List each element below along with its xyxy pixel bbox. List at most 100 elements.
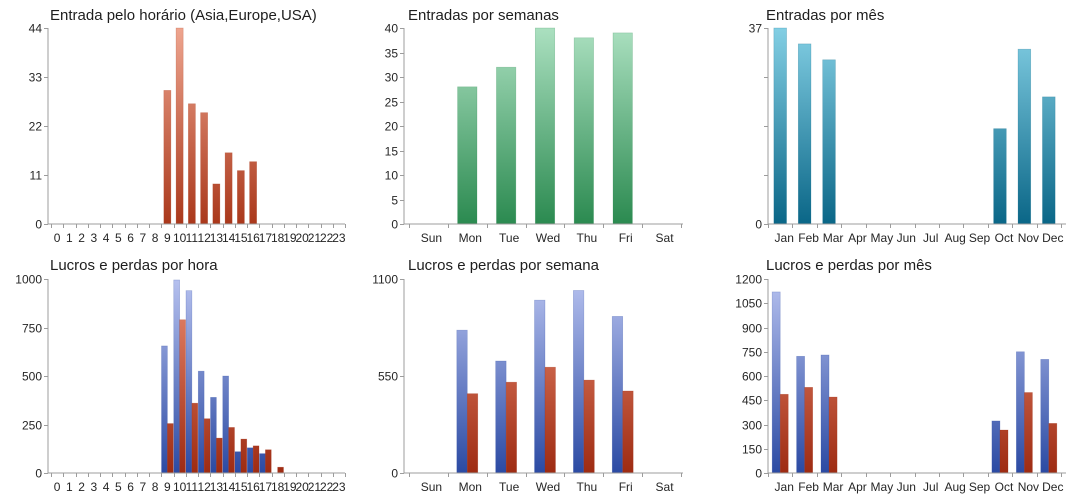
chart-profit-loss-by-weekday-y-tick-label-0: 0 (391, 467, 398, 481)
chart-entries-by-month-x-tick-label-7: Aug (944, 231, 965, 245)
chart-profit-loss-by-weekday: Lucros e perdas por semana 0 550 1100 Sun Mo… (372, 257, 683, 494)
chart-entries-by-hour-bar-series1-11 (188, 103, 196, 225)
chart-title: Lucros e perdas por mês (766, 257, 932, 274)
chart-profit-loss-by-hour-bar-series1-17 (259, 453, 266, 474)
chart-entries-by-weekday-bar-series1-Fri (612, 32, 633, 225)
chart-profit-loss-by-hour-x-tick-label-10: 10 (173, 480, 187, 494)
chart-entries-by-month-bar-series1-Mar (822, 59, 836, 225)
chart-profit-loss-by-month-y-tick-label-1: 150 (742, 443, 762, 457)
chart-entries-by-weekday-y-tick-label-3: 15 (385, 145, 399, 159)
chart-entries-by-hour-x-tick-label-15: 15 (234, 231, 248, 245)
chart-profit-loss-by-month-x-tick-label-10: Nov (1018, 480, 1039, 494)
chart-entries-by-weekday-y-tick-label-2: 10 (385, 169, 399, 183)
chart-profit-loss-by-hour-x-tick-label-5: 5 (115, 480, 122, 494)
chart-profit-loss-by-month-x-tick-label-9: Oct (995, 480, 1014, 494)
chart-entries-by-weekday-bar-series1-Thu (573, 37, 594, 225)
chart-profit-loss-by-weekday-x-tick-label-6: Sat (656, 480, 675, 494)
chart-title: Entrada pelo horário (Asia,Europe,USA) (50, 7, 317, 24)
chart-profit-loss-by-weekday-x-tick-label-4: Thu (577, 480, 598, 494)
chart-profit-loss-by-hour-x-tick-label-14: 14 (222, 480, 236, 494)
chart-profit-loss-by-month-x-tick-label-4: May (871, 480, 894, 494)
chart-entries-by-weekday-y-tick-label-0: 0 (391, 218, 398, 232)
chart-profit-loss-by-weekday-bar-series2-Thu (583, 379, 595, 474)
chart-entries-by-month-y-tick-label-1: 37 (749, 22, 763, 36)
chart-entries-by-weekday-y-tick-label-5: 25 (385, 96, 399, 110)
chart-profit-loss-by-hour-x-tick-label-18: 18 (271, 480, 285, 494)
chart-entries-by-weekday-y-tick-label-6: 30 (385, 71, 399, 85)
chart-profit-loss-by-hour-x-tick-label-20: 20 (295, 480, 309, 494)
chart-profit-loss-by-weekday-y-tick-label-1: 550 (378, 370, 398, 384)
chart-profit-loss-by-month-x-tick-label-8: Sep (969, 480, 991, 494)
chart-profit-loss-by-weekday-bar-series1-Fri (611, 316, 624, 474)
chart-profit-loss-by-weekday-bar-series2-Tue (505, 381, 517, 474)
chart-title: Lucros e perdas por semana (408, 257, 600, 274)
chart-entries-by-hour-y-tick-label-2: 22 (29, 120, 43, 134)
chart-entries-by-hour-x-tick-label-2: 2 (78, 231, 85, 245)
chart-profit-loss-by-hour-y-tick-label-0: 0 (35, 467, 42, 481)
chart-entries-by-month-bar-series1-Dec (1042, 96, 1056, 225)
chart-profit-loss-by-hour-x-tick-label-12: 12 (197, 480, 211, 494)
chart-profit-loss-by-hour-x-tick-label-1: 1 (66, 480, 73, 494)
chart-entries-by-hour-x-tick-label-16: 16 (246, 231, 260, 245)
chart-entries-by-hour-x-tick-label-6: 6 (127, 231, 134, 245)
chart-profit-loss-by-month-bar-series1-Feb (796, 355, 805, 474)
chart-entries-by-month-x-tick-label-0: Jan (775, 231, 794, 245)
chart-profit-loss-by-hour-x-tick-label-3: 3 (91, 480, 98, 494)
chart-entries-by-hour-x-tick-label-7: 7 (140, 231, 147, 245)
chart-entries-by-hour-y-tick-label-3: 33 (29, 71, 43, 85)
chart-profit-loss-by-weekday-bar-series1-Wed (534, 299, 546, 474)
chart-entries-by-hour-bar-series1-16 (249, 161, 257, 225)
chart-profit-loss-by-month-y-tick-label-8: 1200 (735, 273, 762, 287)
chart-profit-loss-by-hour-bar-series2-18 (277, 466, 284, 474)
chart-entries-by-month-x-tick-label-2: Mar (823, 231, 844, 245)
chart-profit-loss-by-hour-bar-series1-15 (234, 451, 242, 474)
chart-entries-by-weekday-x-tick-label-4: Thu (577, 231, 598, 245)
chart-profit-loss-by-month-bar-series2-Feb (804, 387, 813, 474)
chart-profit-loss-by-month-x-tick-label-11: Dec (1042, 480, 1063, 494)
chart-entries-by-hour-bar-series1-13 (212, 183, 221, 225)
chart-profit-loss-by-hour-x-tick-label-15: 15 (234, 480, 248, 494)
chart-profit-loss-by-hour-bar-series1-13 (210, 397, 217, 474)
chart-entries-by-month-x-tick-label-9: Oct (995, 231, 1014, 245)
chart-profit-loss-by-hour-x-tick-label-6: 6 (127, 480, 134, 494)
chart-entries-by-hour-y-tick-label-4: 44 (29, 22, 43, 36)
chart-entries-by-weekday-x-tick-label-0: Sun (421, 231, 442, 245)
chart-profit-loss-by-weekday-bar-series1-Thu (573, 290, 585, 474)
chart-profit-loss-by-month-bar-series2-Oct (999, 429, 1009, 474)
chart-profit-loss-by-month-x-tick-label-3: Apr (848, 480, 867, 494)
chart-profit-loss-by-month-bar-series2-Jan (779, 393, 789, 474)
chart-entries-by-weekday-x-tick-label-3: Wed (536, 231, 560, 245)
chart-profit-loss-by-month-x-tick-label-5: Jun (897, 480, 916, 494)
chart-profit-loss-by-hour-x-tick-label-23: 23 (332, 480, 346, 494)
chart-entries-by-hour-y-tick-label-1: 11 (30, 169, 43, 183)
chart-entries-by-month-x-tick-label-6: Jul (923, 231, 938, 245)
chart-profit-loss-by-month-x-tick-label-2: Mar (823, 480, 844, 494)
chart-entries-by-weekday-y-tick-label-4: 20 (385, 120, 399, 134)
chart-profit-loss-by-hour-x-tick-label-11: 11 (186, 480, 199, 494)
chart-profit-loss-by-weekday-bar-series1-Mon (456, 329, 468, 474)
chart-profit-loss-by-weekday-x-tick-label-2: Tue (499, 480, 520, 494)
chart-profit-loss-by-weekday-x-tick-label-5: Fri (619, 480, 633, 494)
chart-profit-loss-by-weekday-bar-series2-Fri (622, 390, 634, 474)
chart-profit-loss-by-month-x-tick-label-7: Aug (944, 480, 965, 494)
chart-profit-loss-by-weekday-x-tick-label-1: Mon (459, 480, 482, 494)
chart-profit-loss-by-weekday-x-tick-label-0: Sun (421, 480, 442, 494)
chart-profit-loss-by-hour-bar-series1-14 (222, 375, 229, 474)
chart-entries-by-weekday-bar-series1-Mon (457, 86, 478, 225)
chart-profit-loss-by-hour-bar-series1-12 (197, 370, 205, 474)
chart-profit-loss-by-month: Lucros e perdas por mês 0 150 300 450 600 750… (735, 257, 1066, 494)
chart-entries-by-month-x-tick-label-8: Sep (969, 231, 991, 245)
chart-title: Entradas por mês (766, 7, 884, 24)
chart-profit-loss-by-hour-bar-series1-10 (173, 279, 180, 474)
chart-entries-by-month-x-tick-label-10: Nov (1018, 231, 1039, 245)
chart-profit-loss-by-month-y-tick-label-6: 900 (742, 322, 762, 336)
chart-profit-loss-by-month-bar-series2-Dec (1048, 423, 1058, 474)
chart-profit-loss-by-month-y-tick-label-4: 600 (742, 370, 762, 384)
chart-entries-by-hour-bar-series1-9 (163, 90, 172, 225)
chart-profit-loss-by-hour-bar-series2-9 (167, 423, 174, 474)
chart-profit-loss-by-month-x-tick-label-6: Jul (923, 480, 938, 494)
chart-profit-loss-by-hour-bar-series2-14 (228, 427, 235, 474)
chart-entries-by-hour-x-tick-label-21: 21 (308, 231, 322, 245)
chart-entries-by-weekday-y-tick-label-1: 5 (391, 194, 398, 208)
chart-entries-by-month-y-tick-label-0: 0 (755, 218, 762, 232)
